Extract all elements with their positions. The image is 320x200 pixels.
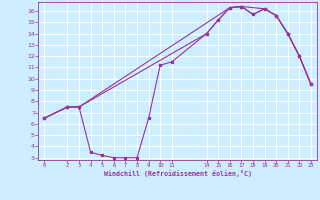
X-axis label: Windchill (Refroidissement éolien,°C): Windchill (Refroidissement éolien,°C) — [104, 170, 252, 177]
